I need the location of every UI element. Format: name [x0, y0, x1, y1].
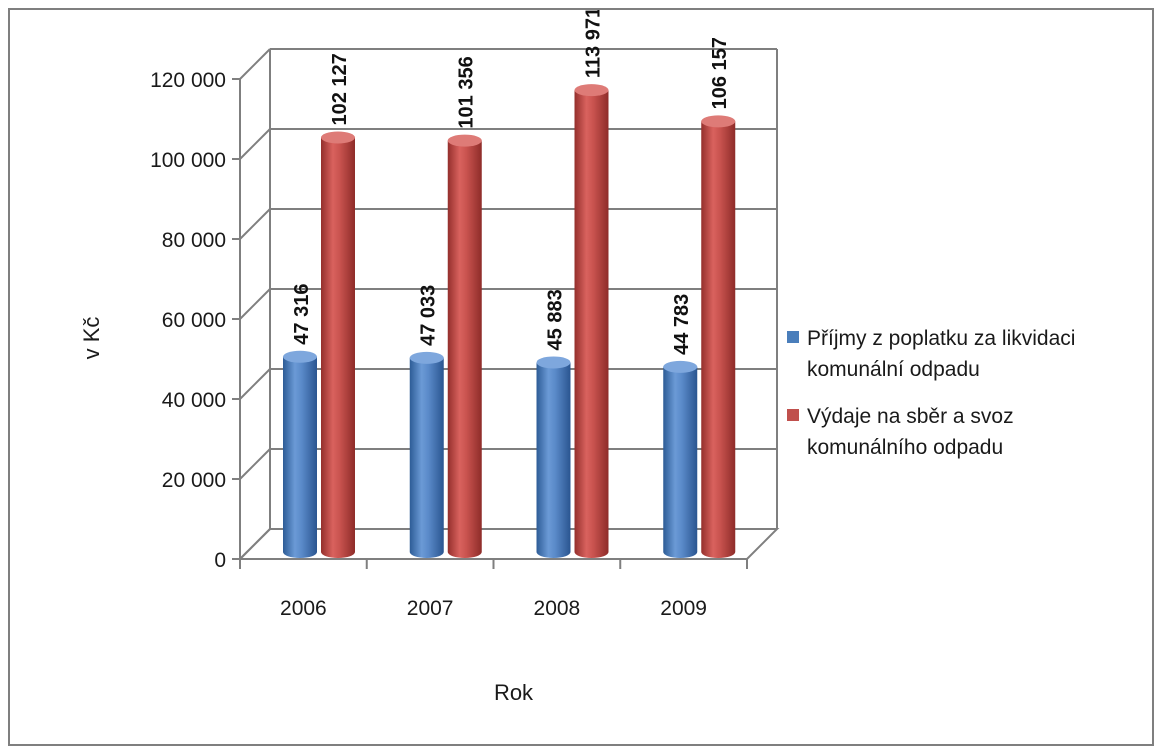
data-label: 113 971: [583, 10, 605, 78]
bar-top: [447, 134, 482, 147]
bar-top: [409, 351, 444, 364]
bar-series-1-2006: [283, 350, 317, 558]
gridline-side: [239, 368, 271, 400]
gridline-side: [239, 448, 271, 480]
data-label: 47 033: [418, 285, 440, 346]
y-tick-label: 20 000: [162, 469, 226, 492]
bar-top: [536, 356, 571, 369]
y-tick-label: 0: [214, 549, 226, 572]
chart-area: 0 20 000 40 000 60 000 80 000 100 000 120 000 …: [8, 8, 1154, 746]
bar-body: [663, 366, 698, 558]
data-label: 102 127: [329, 53, 351, 125]
bar-body: [283, 356, 317, 558]
bar-series-2-2006: [321, 131, 355, 558]
gridline-side: [239, 208, 271, 240]
bar-top: [574, 84, 609, 97]
y-tick-label: 40 000: [162, 389, 226, 412]
y-tick-label: 100 000: [150, 149, 226, 172]
bar-body: [701, 121, 736, 558]
x-tick-label: 2007: [407, 597, 454, 620]
y-tick-label: 60 000: [162, 309, 226, 332]
legend-label: Výdaje na sběr a svoz: [807, 405, 1014, 428]
y-axis-title: v Kč: [79, 317, 104, 360]
bar-series-2-2008: [574, 84, 609, 558]
legend-swatch: [787, 331, 799, 343]
legend-swatch: [787, 409, 799, 421]
bar-series-1-2007: [409, 351, 444, 558]
x-tick-label: 2008: [534, 597, 581, 620]
bar-body: [574, 90, 609, 558]
gridline-side: [239, 528, 271, 560]
data-label: 101 356: [456, 56, 478, 128]
x-axis-title: Rok: [494, 680, 534, 705]
bar-body: [321, 137, 355, 558]
bar-series-2-2007: [447, 134, 482, 559]
bar-series-1-2008: [536, 356, 571, 558]
gridline-side: [239, 288, 271, 320]
legend-label: komunálního odpadu: [807, 436, 1003, 459]
data-label: 106 157: [709, 37, 731, 109]
bar-top: [321, 131, 355, 144]
bar-series-1-2009: [663, 360, 698, 558]
bar-body: [447, 140, 482, 559]
x-tick-label: 2006: [280, 597, 327, 620]
y-tick-label: 80 000: [162, 229, 226, 252]
bar-top: [701, 115, 736, 128]
gridline-side: [239, 128, 271, 160]
bar-body: [536, 362, 571, 558]
x-tick-label: 2009: [660, 597, 707, 620]
data-label: 44 783: [671, 294, 693, 355]
data-label: 45 883: [545, 289, 567, 350]
data-label: 47 316: [291, 284, 313, 345]
bar-top: [663, 360, 698, 373]
y-tick-label: 120 000: [150, 69, 226, 92]
bar-series-2-2009: [701, 115, 736, 558]
bar-top: [283, 350, 317, 363]
legend-label: komunální odpadu: [807, 358, 980, 381]
legend-label: Příjmy z poplatku za likvidaci: [807, 327, 1075, 350]
gridline-side: [239, 48, 271, 80]
bar-body: [409, 357, 444, 558]
